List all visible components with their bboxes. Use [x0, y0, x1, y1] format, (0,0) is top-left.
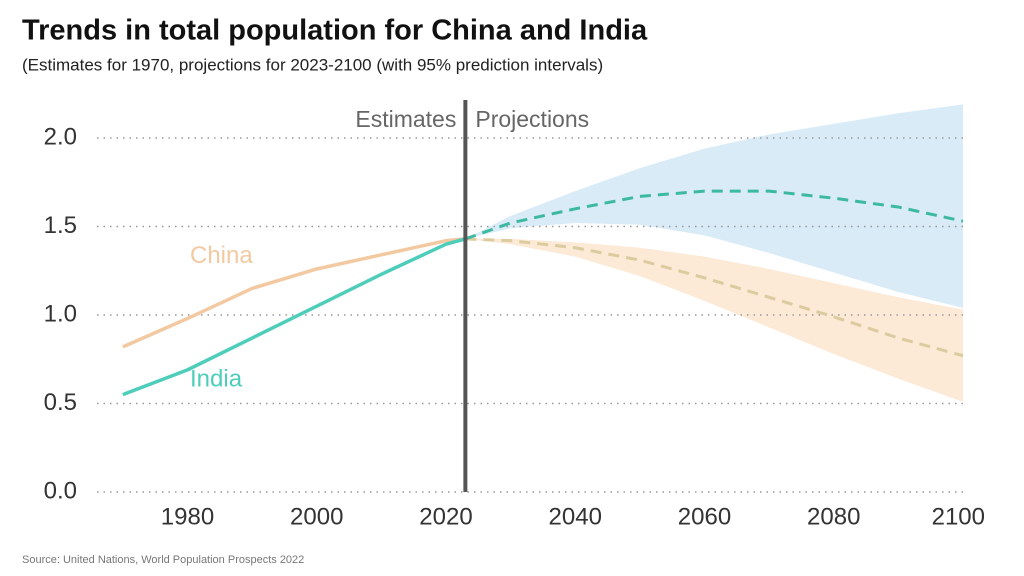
plot: 0.0 0.5 1.0 1.5 2.0 1980 2000 2020 2040 2060 2080 2…: [44, 100, 985, 530]
divider-label-left: Estimates: [355, 106, 456, 132]
y-tick-label: 1.0: [44, 300, 77, 327]
prediction-band: [465, 104, 963, 308]
series-label: China: [190, 242, 253, 269]
projection-line: [464, 189, 964, 241]
y-tick-label: 0.0: [44, 477, 77, 504]
prediction-band: [465, 238, 963, 402]
series-label: India: [190, 365, 243, 392]
projection-line: [465, 237, 964, 358]
x-tick-label: 2100: [932, 503, 985, 530]
bands: [465, 104, 963, 402]
y-tick-label: 1.5: [44, 212, 77, 239]
chart-subtitle: (Estimates for 1970, projections for 202…: [22, 55, 603, 74]
x-tick-label: 2060: [678, 503, 731, 530]
x-tick-label: 2080: [807, 503, 860, 530]
divider-label-right: Projections: [475, 106, 589, 132]
estimate-line: [122, 237, 466, 349]
source-note: Source: United Nations, World Population…: [22, 554, 304, 566]
x-tick-label: 2020: [419, 503, 472, 530]
estimate-line: [122, 237, 466, 397]
y-tick-label: 0.5: [44, 389, 77, 416]
x-tick-label: 2000: [290, 503, 343, 530]
y-tick-label: 2.0: [44, 123, 77, 150]
x-tick-label: 1980: [161, 503, 214, 530]
x-tick-label: 2040: [549, 503, 602, 530]
chart-title: Trends in total population for China and…: [22, 15, 648, 47]
